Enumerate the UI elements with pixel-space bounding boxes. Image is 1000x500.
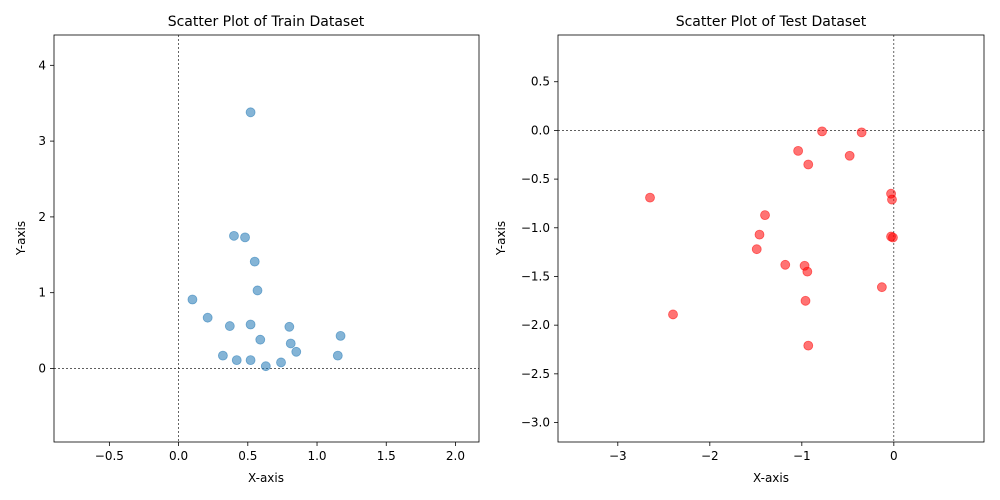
train-data-point [276, 357, 286, 368]
test-data-point [887, 194, 897, 205]
train-y-tick-label: 1 [38, 286, 46, 300]
train-data-point [229, 230, 239, 241]
test-x-tick-label: −2 [701, 449, 719, 463]
test-data-point [802, 266, 813, 277]
test-y-tick-label: −1.5 [521, 269, 550, 283]
train-data-point [284, 321, 295, 332]
train-y-axis-label: Y-axis [14, 221, 28, 256]
train-data-point [291, 346, 302, 357]
test-data-point [793, 145, 804, 156]
train-data-point [245, 319, 256, 330]
test-x-axis-label: X-axis [753, 471, 789, 485]
train-y-tick-label: 4 [38, 58, 46, 72]
train-y-tick-label: 0 [38, 361, 46, 375]
train-x-axis-label: X-axis [248, 471, 284, 485]
test-data-point [876, 282, 887, 293]
test-y-axis-label: Y-axis [494, 221, 508, 256]
train-y-tick-label: 3 [38, 134, 46, 148]
test-scatter-panel: Scatter Plot of Test Dataset X-axis Y-ax… [494, 14, 985, 485]
train-data-point [255, 334, 266, 345]
test-y-tick-label: −0.5 [521, 172, 550, 186]
train-x-tick-label: 0.0 [169, 449, 188, 463]
train-data-point [224, 321, 235, 331]
train-y-tick-label: 2 [38, 210, 46, 224]
train-x-tick-label: 1.5 [377, 449, 396, 463]
test-data-point [817, 126, 827, 137]
train-data-point [187, 294, 198, 305]
train-scatter-panel: Scatter Plot of Train Dataset X-axis Y-a… [14, 14, 480, 485]
test-chart-title: Scatter Plot of Test Dataset [676, 14, 867, 30]
train-data-point [245, 107, 256, 118]
test-data-point [803, 340, 814, 351]
test-data-point [800, 295, 811, 306]
train-data-point [335, 330, 346, 341]
train-x-tick-label: −0.5 [95, 449, 124, 463]
test-data-point [754, 229, 765, 240]
test-y-tick-label: −2.0 [521, 318, 550, 332]
test-data-point [888, 232, 898, 243]
test-y-tick-label: −1.0 [521, 221, 550, 235]
train-data-point [252, 285, 263, 296]
train-data-point [332, 350, 343, 361]
test-plot-frame [557, 34, 985, 443]
test-x-tick-label: −3 [609, 449, 627, 463]
test-y-tick-label: −3.0 [521, 416, 550, 430]
train-data-point [260, 361, 271, 372]
test-y-tick-label: 0.0 [531, 123, 550, 137]
test-data-point [844, 150, 855, 161]
train-data-point [285, 338, 296, 349]
train-x-tick-label: 1.0 [307, 449, 326, 463]
test-data-point [760, 210, 770, 221]
train-data-point [202, 312, 213, 323]
train-chart-title: Scatter Plot of Train Dataset [168, 14, 365, 30]
train-x-tick-label: 2.0 [446, 449, 465, 463]
train-data-point [217, 350, 228, 361]
train-data-point [240, 232, 250, 243]
test-data-point [803, 159, 814, 170]
test-data-point [751, 244, 762, 255]
train-data-point [231, 355, 242, 366]
test-data-point [780, 259, 791, 270]
test-data-point [856, 127, 867, 138]
test-x-tick-label: −1 [793, 449, 811, 463]
test-y-tick-label: 0.5 [531, 75, 550, 89]
train-plot-frame [53, 34, 480, 443]
train-x-tick-label: 0.5 [238, 449, 257, 463]
train-data-point [249, 256, 260, 267]
test-data-point [645, 192, 655, 203]
test-x-tick-label: 0 [890, 449, 898, 463]
test-data-point [668, 309, 678, 320]
test-y-tick-label: −2.5 [521, 367, 550, 381]
train-data-point [245, 355, 256, 366]
